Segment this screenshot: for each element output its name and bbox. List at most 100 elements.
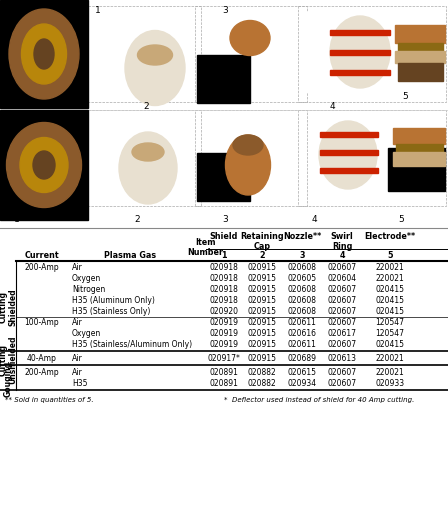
Text: 020918: 020918 — [210, 274, 238, 283]
Text: Oxygen: Oxygen — [72, 274, 101, 283]
Bar — [320, 168, 378, 173]
Ellipse shape — [132, 143, 164, 161]
Text: Cutting
Unshielded: Cutting Unshielded — [0, 335, 18, 384]
Bar — [300, 12, 395, 92]
Text: 3: 3 — [222, 6, 228, 15]
Bar — [298, 110, 446, 206]
Text: Plasma Gas: Plasma Gas — [104, 251, 156, 260]
Ellipse shape — [33, 151, 55, 179]
Bar — [195, 110, 307, 206]
Text: 020607: 020607 — [327, 368, 357, 377]
Text: Retaining
Cap: Retaining Cap — [240, 232, 284, 252]
Text: 020917*: 020917* — [207, 354, 241, 363]
Text: Electrode**: Electrode** — [364, 232, 416, 241]
Text: 020915: 020915 — [247, 263, 276, 272]
Text: Nitrogen: Nitrogen — [72, 285, 105, 294]
Bar — [330, 70, 390, 75]
Text: Air: Air — [72, 263, 83, 272]
Text: 020604: 020604 — [327, 274, 357, 283]
Bar — [88, 110, 201, 206]
Bar — [393, 152, 445, 166]
Text: 4: 4 — [339, 251, 345, 260]
Text: 020613: 020613 — [327, 354, 357, 363]
Ellipse shape — [34, 39, 54, 69]
Text: 120547: 120547 — [375, 318, 405, 327]
Bar — [393, 128, 445, 144]
Text: 020607: 020607 — [327, 379, 357, 388]
Bar — [88, 6, 201, 102]
Ellipse shape — [119, 132, 177, 204]
Text: H35: H35 — [72, 379, 87, 388]
Text: Air: Air — [72, 318, 83, 327]
Text: 020915: 020915 — [247, 354, 276, 363]
Text: 020611: 020611 — [288, 318, 316, 327]
Text: Shield: Shield — [210, 232, 238, 241]
Text: 220021: 220021 — [375, 263, 405, 272]
Text: 020605: 020605 — [288, 274, 317, 283]
Text: 4: 4 — [330, 102, 336, 111]
Text: 020616: 020616 — [288, 329, 316, 338]
Text: 200-Amp: 200-Amp — [25, 368, 59, 377]
Text: 020415: 020415 — [375, 340, 405, 349]
Bar — [388, 148, 445, 191]
Text: 4: 4 — [312, 215, 318, 224]
Text: 020919: 020919 — [210, 318, 238, 327]
Ellipse shape — [138, 45, 172, 65]
Bar — [396, 144, 443, 152]
Bar — [195, 6, 307, 102]
Text: 020915: 020915 — [247, 296, 276, 305]
Text: 020919: 020919 — [210, 329, 238, 338]
Text: Current: Current — [25, 251, 59, 260]
Text: 020608: 020608 — [288, 263, 316, 272]
Text: *  Deflector used instead of shield for 40 Amp cutting.: * Deflector used instead of shield for 4… — [224, 397, 414, 403]
Text: 020608: 020608 — [288, 296, 316, 305]
Text: 200-Amp: 200-Amp — [25, 263, 59, 272]
Ellipse shape — [125, 31, 185, 105]
Bar — [0, 0, 448, 228]
Text: 020607: 020607 — [327, 318, 357, 327]
Text: 2: 2 — [259, 251, 265, 260]
Text: 020617: 020617 — [327, 329, 357, 338]
Bar — [320, 132, 378, 137]
Bar — [330, 50, 390, 55]
Text: 020918: 020918 — [210, 263, 238, 272]
Text: 020891: 020891 — [210, 379, 238, 388]
Text: 020607: 020607 — [327, 307, 357, 316]
Text: 020607: 020607 — [327, 263, 357, 272]
Text: 1: 1 — [14, 215, 20, 224]
Text: 020882: 020882 — [248, 368, 276, 377]
Text: 020915: 020915 — [247, 307, 276, 316]
Text: 020915: 020915 — [247, 285, 276, 294]
Ellipse shape — [319, 121, 377, 189]
Text: 020918: 020918 — [210, 285, 238, 294]
Text: Swirl
Ring: Swirl Ring — [331, 232, 353, 252]
Bar — [395, 51, 445, 63]
Text: Gouging: Gouging — [4, 361, 13, 397]
Bar — [395, 25, 445, 43]
Text: 220021: 220021 — [375, 354, 405, 363]
Text: 020415: 020415 — [375, 285, 405, 294]
Bar — [0, 110, 88, 220]
Text: 1: 1 — [95, 6, 101, 15]
Text: 020915: 020915 — [247, 340, 276, 349]
Text: 5: 5 — [398, 215, 404, 224]
Text: H35 (Stainless/Aluminum Only): H35 (Stainless/Aluminum Only) — [72, 340, 192, 349]
Text: Item
Number: Item Number — [187, 238, 223, 257]
Text: 020608: 020608 — [288, 307, 316, 316]
Text: 020607: 020607 — [327, 340, 357, 349]
Ellipse shape — [7, 122, 82, 207]
Text: Oxygen: Oxygen — [72, 329, 101, 338]
Text: Air: Air — [72, 354, 83, 363]
Text: 1: 1 — [221, 251, 227, 260]
Bar — [398, 43, 443, 51]
Text: 020608: 020608 — [288, 285, 316, 294]
Bar — [197, 55, 250, 103]
Text: 020611: 020611 — [288, 340, 316, 349]
Bar — [398, 63, 443, 81]
Text: ** Sold in quantities of 5.: ** Sold in quantities of 5. — [5, 397, 94, 403]
Text: 020918: 020918 — [210, 296, 238, 305]
Ellipse shape — [9, 9, 79, 99]
Text: 100-Amp: 100-Amp — [25, 318, 59, 327]
Text: 020915: 020915 — [247, 329, 276, 338]
Ellipse shape — [225, 135, 271, 195]
